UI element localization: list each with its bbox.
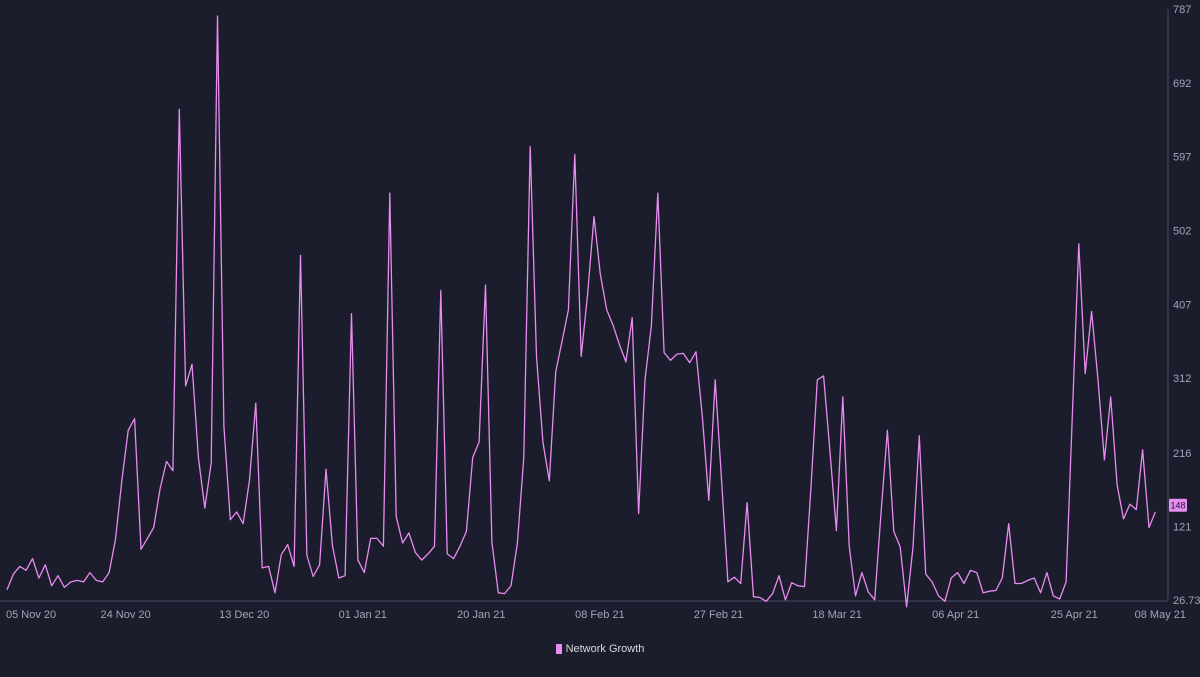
current-value-badge-bg [1169, 498, 1187, 512]
x-tick-label: 20 Jan 21 [457, 609, 505, 621]
y-tick-label: 502 [1173, 226, 1191, 238]
x-tick-label: 24 Nov 20 [101, 609, 151, 621]
y-axis: 787 692 597 502 407 312 216 121 26.73 [1167, 4, 1200, 607]
x-tick-label: 05 Nov 20 [6, 609, 56, 621]
x-tick-label: 08 May 21 [1135, 609, 1186, 621]
x-tick-label: 13 Dec 20 [219, 609, 269, 621]
x-axis: 05 Nov 20 24 Nov 20 13 Dec 20 01 Jan 21 20 J… [0, 600, 1186, 621]
current-value-badge: 148 [1169, 498, 1187, 512]
y-tick-label: 26.73 [1173, 595, 1200, 607]
y-tick-label: 312 [1173, 373, 1191, 385]
x-tick-label: 18 Mar 21 [812, 609, 862, 621]
x-tick-label: 27 Feb 21 [694, 609, 744, 621]
x-tick-label: 01 Jan 21 [339, 609, 387, 621]
y-tick-label: 597 [1173, 152, 1191, 164]
legend: Network Growth [0, 643, 1200, 655]
y-tick-label: 692 [1173, 78, 1191, 90]
current-value-badge-text: 148 [1170, 501, 1185, 511]
legend-swatch [555, 644, 562, 654]
plot-area [6, 15, 1157, 608]
x-tick-label: 06 Apr 21 [932, 609, 979, 621]
y-tick-label: 216 [1173, 448, 1191, 460]
network-growth-line [6, 15, 1157, 608]
x-tick-label: 08 Feb 21 [575, 609, 625, 621]
legend-label: Network Growth [565, 643, 645, 655]
y-tick-label: 407 [1173, 299, 1191, 311]
y-tick-label: 787 [1173, 4, 1191, 16]
x-tick-label: 25 Apr 21 [1051, 609, 1098, 621]
y-tick-label: 121 [1173, 522, 1191, 534]
